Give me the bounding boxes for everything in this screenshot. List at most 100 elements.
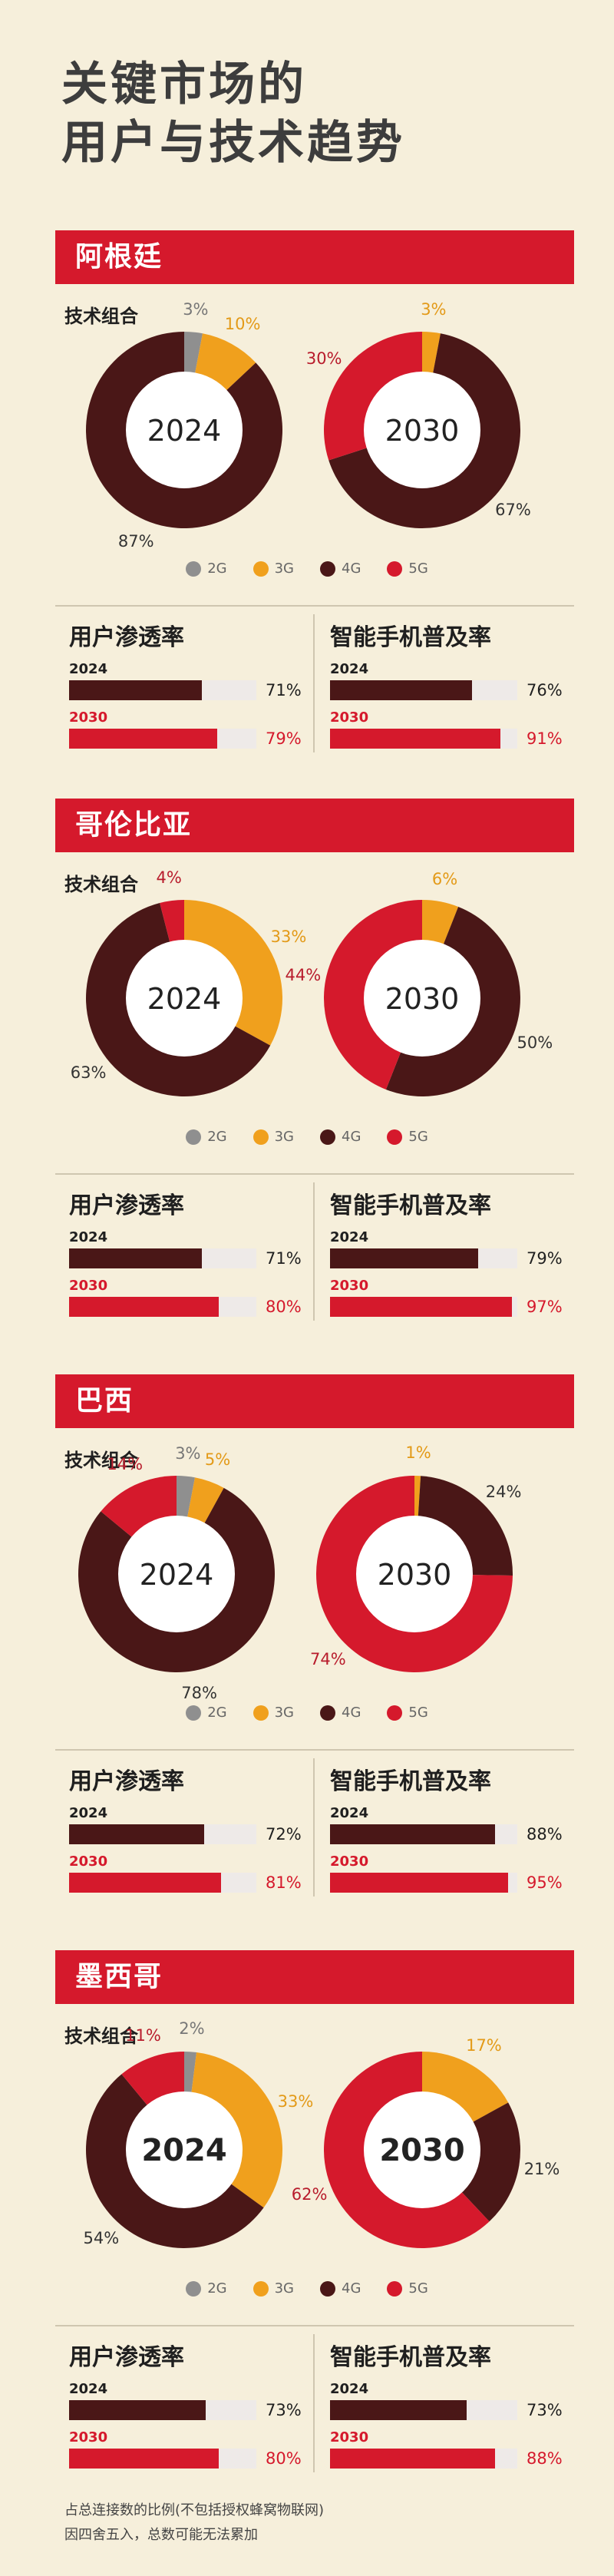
slice-label-3G: 6% <box>431 869 458 888</box>
legend: 2G 3G 4G 5G <box>0 1705 614 1721</box>
slice-label-2G: 3% <box>183 299 209 319</box>
slice-label-4G: 78% <box>181 1684 217 1703</box>
legend-label: 3G <box>274 2280 294 2297</box>
bar-row: 80% <box>69 2449 322 2469</box>
legend-item-4G: 4G <box>320 1705 361 1721</box>
slice-label-5G: 44% <box>285 966 322 985</box>
country-banner: 哥伦比亚 <box>55 799 574 852</box>
panel-divider <box>313 2334 315 2472</box>
panel-title: 用户渗透率 <box>69 624 184 651</box>
legend-label: 4G <box>342 561 361 577</box>
smartphone-adoption-panel: 智能手机普及率 2024 76% 2030 91% <box>330 618 583 749</box>
bar-fill <box>69 680 203 700</box>
donut-svg: 2024 <box>85 332 282 528</box>
legend-item-3G: 3G <box>253 1705 294 1721</box>
section-divider <box>55 2325 574 2326</box>
bar-row: 88% <box>330 1824 583 1844</box>
legend-swatch <box>253 1129 269 1145</box>
legend-label: 2G <box>207 1705 227 1721</box>
bar-track <box>330 1248 517 1268</box>
slice-label-4G: 50% <box>517 1033 553 1053</box>
bar-fill <box>330 729 501 749</box>
bar-value: 88% <box>527 2449 563 2468</box>
slice-label-5G: 4% <box>156 868 182 888</box>
bar-value: 73% <box>266 2401 302 2419</box>
bar-track <box>330 1824 517 1844</box>
legend-swatch <box>320 1129 335 1145</box>
legend-swatch <box>387 1705 403 1721</box>
legend-label: 3G <box>274 1705 294 1721</box>
panel-divider <box>313 1182 315 1321</box>
bar-row: 79% <box>330 1248 583 1268</box>
slice-label-3G: 17% <box>466 2036 502 2055</box>
legend-swatch <box>320 1705 335 1721</box>
market-section: 巴西 技术组合 2024 3% 5% 78% 14% 2030 1% 24% 74% 2G 3G 4G 5G… <box>0 1374 614 1927</box>
country-banner: 阿根廷 <box>55 230 574 284</box>
legend: 2G 3G 4G 5G <box>0 1129 614 1145</box>
slice-label-5G: 14% <box>107 1455 144 1474</box>
legend-item-5G: 5G <box>387 2280 428 2297</box>
page-title: 关键市场的 用户与技术趋势 <box>61 55 405 172</box>
legend: 2G 3G 4G 5G <box>0 2280 614 2297</box>
bar-year-label: 2030 <box>69 1853 108 1870</box>
tech-mix-label: 技术组合 <box>64 874 138 895</box>
donut-chart-2030: 2030 6% 50% 44% <box>285 870 553 1098</box>
bar-row: 79% <box>69 729 322 749</box>
user-penetration-panel: 用户渗透率 2024 71% 2030 79% <box>69 618 322 749</box>
panel-title: 智能手机普及率 <box>330 2344 491 2371</box>
panel-title: 智能手机普及率 <box>330 1192 491 1219</box>
bar-fill <box>69 1873 221 1893</box>
legend-item-2G: 2G <box>186 561 227 577</box>
legend-swatch <box>186 1705 202 1721</box>
slice-label-4G: 87% <box>117 532 154 551</box>
title-line-2: 用户与技术趋势 <box>61 116 405 170</box>
donut-year-label: 2030 <box>385 414 460 448</box>
bar-value: 71% <box>266 681 302 699</box>
slice-label-5G: 74% <box>310 1649 346 1668</box>
panel-title: 智能手机普及率 <box>330 624 491 651</box>
bar-fill <box>330 1297 512 1317</box>
legend-label: 2G <box>207 1129 227 1145</box>
donut-hole <box>126 940 243 1057</box>
donut-hole <box>364 2092 480 2208</box>
bar-fill <box>330 1248 478 1268</box>
bar-value: 97% <box>527 1298 563 1316</box>
bar-row: 81% <box>69 1873 322 1893</box>
donut-year-label: 2030 <box>378 1558 452 1592</box>
slice-label-5G: 30% <box>305 349 342 369</box>
bar-value: 91% <box>527 729 563 748</box>
legend-swatch <box>186 561 202 577</box>
legend-swatch <box>320 2280 335 2297</box>
legend-item-4G: 4G <box>320 561 361 577</box>
bar-value: 71% <box>266 1249 302 1268</box>
legend-swatch <box>186 2280 202 2297</box>
legend-item-2G: 2G <box>186 1705 227 1721</box>
tech-mix-label: 技术组合 <box>64 306 138 327</box>
bar-fill <box>69 1248 203 1268</box>
slice-label-3G: 1% <box>405 1443 431 1463</box>
legend-item-2G: 2G <box>186 2280 227 2297</box>
legend-swatch <box>186 1129 202 1145</box>
bar-row: 91% <box>330 729 583 749</box>
donut-hole <box>126 2092 243 2208</box>
section-divider <box>55 605 574 607</box>
slice-label-4G: 21% <box>523 2159 560 2178</box>
user-penetration-panel: 用户渗透率 2024 72% 2030 81% <box>69 1762 322 1893</box>
legend-item-4G: 4G <box>320 1129 361 1145</box>
legend-swatch <box>387 2280 403 2297</box>
donut-hole <box>364 372 480 488</box>
bar-value: 79% <box>266 729 302 748</box>
legend-label: 4G <box>342 2280 361 2297</box>
legend-swatch <box>253 561 269 577</box>
donut-hole <box>126 372 243 488</box>
donut-svg: 2030 <box>323 2052 520 2248</box>
slice-label-5G: 62% <box>291 2185 328 2204</box>
market-section: 墨西哥 技术组合 2024 2% 33% 54% 11% 2030 17% 21% 62% 2G 3G 4… <box>0 1950 614 2503</box>
slice-label-4G: 24% <box>485 1482 522 1501</box>
legend-label: 5G <box>408 2280 428 2297</box>
bar-value: 88% <box>527 1825 563 1844</box>
bar-fill <box>69 2449 220 2469</box>
panel-title: 用户渗透率 <box>69 2344 184 2371</box>
legend-item-5G: 5G <box>387 1129 428 1145</box>
bar-value: 72% <box>266 1825 302 1844</box>
